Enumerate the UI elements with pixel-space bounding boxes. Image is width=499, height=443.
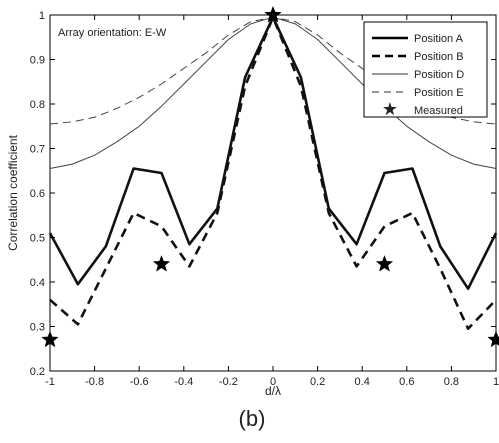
measured-star-marker <box>487 330 499 348</box>
x-tick-label: -0.4 <box>174 376 193 388</box>
legend: Position A Position B Position D Positio… <box>363 21 488 119</box>
y-tick-label: 0.4 <box>30 277 45 289</box>
y-tick-label: 0.6 <box>30 188 45 200</box>
y-tick-label: 0.2 <box>30 366 45 378</box>
legend-label-position-d: Position D <box>414 69 464 81</box>
y-tick-label: 1 <box>39 10 45 22</box>
legend-swatch-measured-star-icon: ★ <box>382 99 398 119</box>
y-tick-label: 0.7 <box>30 144 45 156</box>
x-tick-label: 0 <box>270 376 276 388</box>
measured-star-marker <box>152 254 171 272</box>
y-tick-label: 0.8 <box>30 99 45 111</box>
x-tick-label: -0.6 <box>130 376 149 388</box>
legend-label-position-b: Position B <box>414 51 464 63</box>
legend-label-measured: Measured <box>414 105 463 117</box>
y-axis-label: Correlation coefficient <box>6 134 20 251</box>
series-line-position-b <box>49 15 497 330</box>
annotation-text: Array orientation: E-W <box>58 27 167 39</box>
x-tick-label: 0.4 <box>355 376 370 388</box>
x-tick-label: 1 <box>493 376 499 388</box>
y-tick-label: 0.9 <box>30 55 45 67</box>
x-tick-label: -0.8 <box>85 376 104 388</box>
measured-star-marker <box>375 254 394 272</box>
legend-label-position-e: Position E <box>414 87 464 99</box>
x-tick-label: 0.8 <box>444 376 459 388</box>
x-tick-label: 0.6 <box>399 376 414 388</box>
x-tick-label: -0.2 <box>219 376 238 388</box>
x-tick-label: 0.2 <box>310 376 325 388</box>
figure-caption: (b) <box>239 406 266 431</box>
measured-star-marker <box>41 330 59 348</box>
y-tick-label: 0.3 <box>30 322 45 334</box>
y-tick-label: 0.5 <box>30 233 45 245</box>
x-axis-label: d/λ <box>265 384 281 398</box>
x-tick-label: -1 <box>45 376 55 388</box>
legend-label-position-a: Position A <box>414 33 464 45</box>
